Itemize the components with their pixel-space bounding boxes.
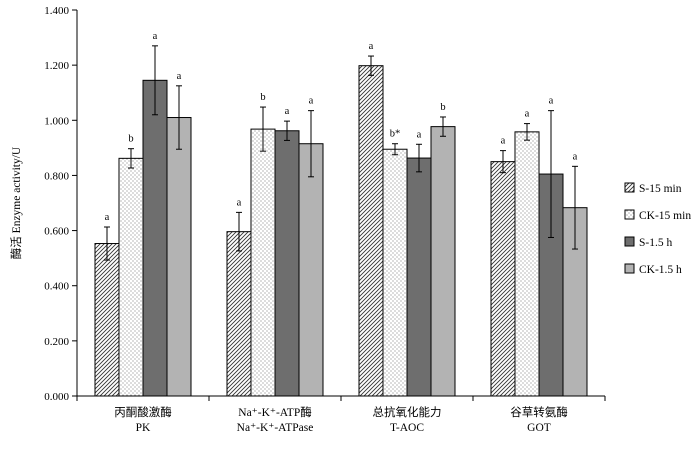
y-tick-label: 0.600 bbox=[44, 226, 69, 238]
bar-s-15-min-3 bbox=[358, 65, 384, 397]
bar-s-15-min-1 bbox=[94, 243, 120, 397]
bar-ck-15-min-3 bbox=[382, 148, 408, 397]
y-tick-label: 0.000 bbox=[44, 391, 69, 403]
bar-ck-15-min-1 bbox=[118, 157, 144, 397]
legend-swatch bbox=[624, 236, 635, 247]
legend-swatch bbox=[624, 209, 635, 220]
legend-label: CK-1.5 h bbox=[639, 264, 682, 276]
category-label-cn: 丙酮酸激酶 bbox=[114, 405, 172, 419]
category-label-cn: 总抗氧化能力 bbox=[373, 405, 442, 419]
significance-label: a bbox=[177, 71, 182, 82]
bar-ck-15-min-2 bbox=[250, 128, 276, 397]
category-label-cn: 谷草转氨酶 bbox=[510, 405, 568, 419]
category-label-en: PK bbox=[136, 422, 151, 434]
legend-label: S-15 min bbox=[639, 183, 682, 195]
bar-ck-1-5-h-1 bbox=[166, 117, 192, 397]
significance-label: b bbox=[260, 92, 265, 103]
bar-s-1-5-h-3 bbox=[406, 157, 432, 397]
axes: 0.000 0.200 0.400 0.600 0.800 1.000 1.200 1.400… bbox=[9, 5, 606, 403]
significance-label: a bbox=[309, 96, 314, 107]
y-tick-label: 1.200 bbox=[44, 60, 69, 72]
legend: S-15 min CK-15 min S-1.5 h CK-1.5 h bbox=[624, 182, 691, 276]
significance-label: b bbox=[128, 134, 133, 145]
y-tick-label: 1.000 bbox=[44, 115, 69, 127]
y-axis-title: 酶活 Enzyme activity/U bbox=[9, 146, 23, 259]
legend-swatch bbox=[624, 182, 635, 193]
legend-label: CK-15 min bbox=[639, 210, 691, 222]
bar-s-15-min-2 bbox=[226, 231, 252, 397]
significance-label: a bbox=[237, 197, 242, 208]
y-tick-label: 0.800 bbox=[44, 170, 69, 182]
legend-label: S-1.5 h bbox=[639, 237, 672, 249]
y-tick-label: 0.200 bbox=[44, 336, 69, 348]
category-label-en: T-AOC bbox=[390, 422, 424, 434]
labels: a b a a 丙酮酸激酶 PK a b a a Na⁺-K⁺-ATP酶 Na⁺-K⁺-ATPase a… bbox=[105, 31, 578, 434]
bar-ck-15-min-4 bbox=[514, 131, 540, 397]
significance-label: a bbox=[501, 136, 506, 147]
bar-s-1-5-h-2 bbox=[274, 130, 300, 397]
bar-ck-1-5-h-2 bbox=[298, 143, 324, 397]
y-tick-label: 1.400 bbox=[44, 5, 69, 17]
category-label-cn: Na⁺-K⁺-ATP酶 bbox=[238, 406, 311, 419]
significance-label: a bbox=[573, 151, 578, 162]
significance-label: a bbox=[105, 212, 110, 223]
bar-ck-1-5-h-3 bbox=[430, 126, 456, 397]
significance-label: a bbox=[549, 96, 554, 107]
significance-label: a bbox=[369, 41, 374, 52]
bar-s-15-min-4 bbox=[490, 161, 516, 397]
y-tick-label: 0.400 bbox=[44, 281, 69, 293]
significance-label: a bbox=[525, 109, 530, 120]
significance-label: b bbox=[440, 102, 445, 113]
category-label-en: GOT bbox=[527, 422, 551, 434]
significance-label: b* bbox=[390, 129, 401, 140]
category-label-en: Na⁺-K⁺-ATPase bbox=[237, 422, 314, 434]
bar-s-1-5-h-1 bbox=[142, 79, 168, 397]
significance-label: a bbox=[285, 106, 290, 117]
legend-swatch bbox=[624, 263, 635, 274]
significance-label: a bbox=[417, 129, 422, 140]
bars bbox=[94, 45, 588, 397]
significance-label: a bbox=[153, 31, 158, 42]
